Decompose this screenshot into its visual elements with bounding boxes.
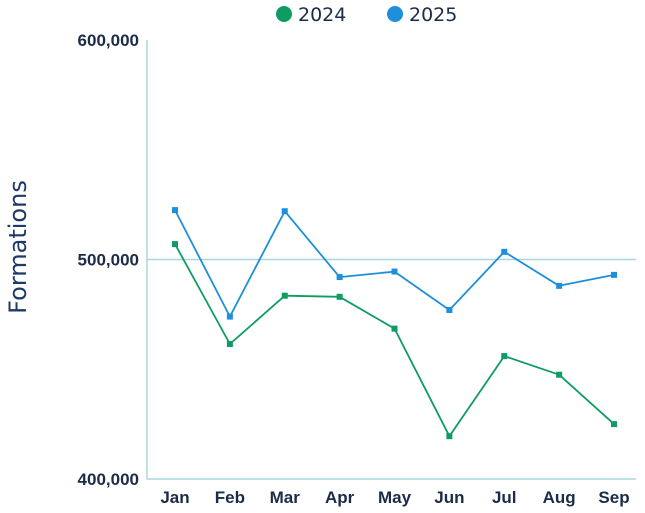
y-tick-label: 600,000 <box>78 31 139 50</box>
x-tick-label: Mar <box>270 488 301 507</box>
series-2024 <box>172 241 617 440</box>
data-point-2024-May <box>391 325 398 332</box>
x-tick-label: Feb <box>215 488 245 507</box>
x-tick-label: Sep <box>598 488 629 507</box>
data-point-2024-Sep <box>611 421 617 428</box>
y-tick-label: 400,000 <box>78 470 139 489</box>
legend-marker-2025 <box>387 6 403 22</box>
series-line-2025 <box>174 209 615 318</box>
y-axis-label: Formations <box>4 180 32 314</box>
data-point-2024-Mar <box>281 292 288 299</box>
data-point-2024-Aug <box>556 371 563 378</box>
series-layer <box>172 207 617 440</box>
data-point-2025-Feb <box>226 313 233 320</box>
data-point-2025-Mar <box>281 208 288 215</box>
data-point-2025-Aug <box>556 282 563 289</box>
x-ticks: Jan Feb Mar Apr May Jun Jul Aug Sep <box>160 488 629 507</box>
data-point-2024-Jul <box>501 353 508 360</box>
x-tick-label: Jul <box>492 488 517 507</box>
data-point-2024-Feb <box>226 341 233 348</box>
data-point-2025-Jul <box>501 248 508 255</box>
x-tick-label: Aug <box>543 488 576 507</box>
legend-marker-2024 <box>276 6 292 22</box>
x-tick-label: Apr <box>325 488 355 507</box>
x-tick-label: Jun <box>434 488 464 507</box>
data-point-2025-Apr <box>336 274 343 281</box>
series-2025 <box>172 207 617 320</box>
data-point-2024-Apr <box>336 293 343 300</box>
legend-label-2024: 2024 <box>298 4 346 26</box>
data-point-2025-Jun <box>446 306 453 313</box>
legend: 2024 2025 <box>276 4 457 26</box>
data-point-2025-Sep <box>611 271 617 278</box>
data-point-2025-May <box>391 268 398 275</box>
legend-label-2025: 2025 <box>409 4 457 26</box>
data-point-2024-Jun <box>446 433 453 440</box>
y-tick-label: 500,000 <box>78 251 139 270</box>
x-tick-label: May <box>378 488 412 507</box>
data-point-2025-Jan <box>172 207 178 214</box>
y-ticks: 400,000 500,000 600,000 <box>78 31 139 489</box>
data-point-2024-Jan <box>172 241 178 248</box>
x-tick-label: Jan <box>160 488 189 507</box>
